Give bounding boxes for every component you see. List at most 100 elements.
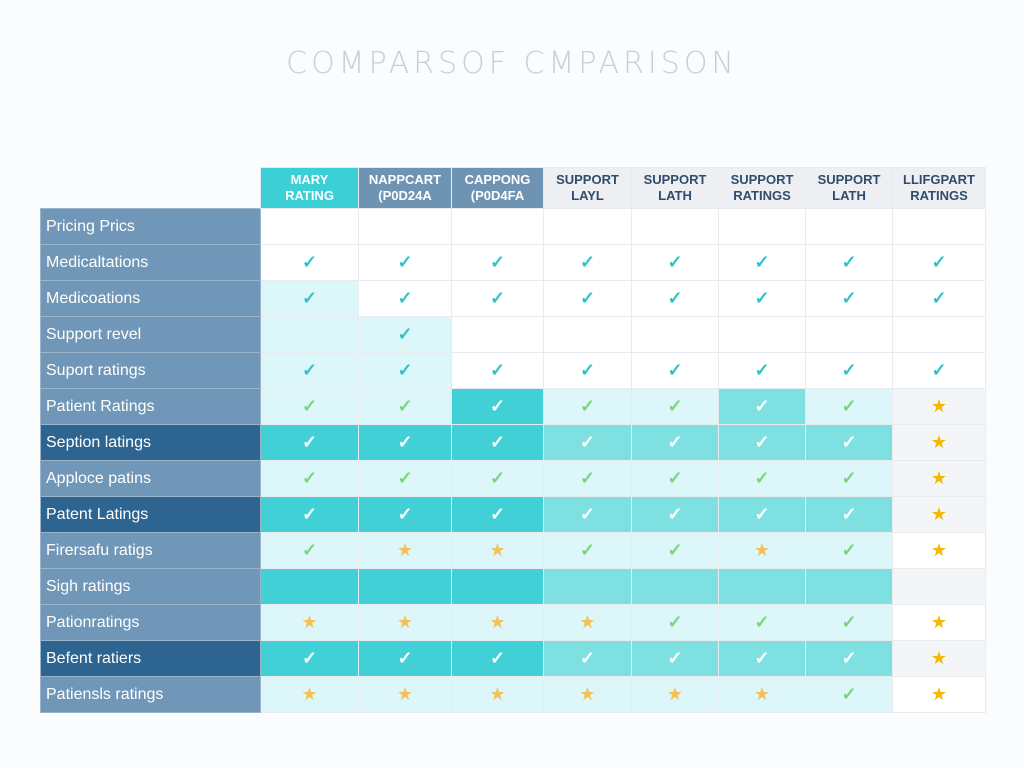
table-cell: ✓ xyxy=(631,244,719,281)
table-cell: ✓ xyxy=(358,352,452,389)
check-icon: ✓ xyxy=(579,504,596,524)
star-icon: ★ xyxy=(489,612,506,632)
row-label: Befent ratiers xyxy=(40,640,261,677)
star-icon: ★ xyxy=(396,540,414,560)
star-icon: ★ xyxy=(930,648,948,668)
check-icon: ✓ xyxy=(489,468,506,488)
star-icon: ★ xyxy=(753,540,771,560)
check-icon: ✓ xyxy=(841,288,857,308)
table-row: Pricing Prics xyxy=(40,208,986,245)
table-cell: ★ xyxy=(718,532,806,569)
column-header[interactable]: SUPPORT LATH xyxy=(805,167,893,209)
row-label: Sigh ratings xyxy=(40,568,261,605)
check-icon: ✓ xyxy=(754,432,770,452)
table-cell: ✓ xyxy=(260,460,359,497)
table-cell: ✓ xyxy=(543,244,632,281)
check-icon: ✓ xyxy=(489,396,506,416)
table-cell: ★ xyxy=(892,388,986,425)
check-icon: ✓ xyxy=(841,432,857,452)
row-label: Medicoations xyxy=(40,280,261,317)
table-cell: ✓ xyxy=(543,424,632,461)
star-icon: ★ xyxy=(489,684,506,704)
table-row: Suport ratings ✓ ✓ ✓ ✓ ✓ ✓ ✓ ✓ xyxy=(40,352,986,389)
column-header-line: SUPPORT xyxy=(643,172,707,187)
column-header-line: CAPPONG xyxy=(464,172,531,187)
check-icon: ✓ xyxy=(841,612,857,632)
star-icon: ★ xyxy=(579,612,596,632)
check-icon: ✓ xyxy=(301,288,318,308)
table-row: Befent ratiers ✓ ✓ ✓ ✓ ✓ ✓ ✓ ★ xyxy=(40,640,986,677)
column-header-line: RATING xyxy=(285,188,334,203)
check-icon: ✓ xyxy=(667,288,683,308)
table-cell xyxy=(358,568,452,605)
check-icon: ✓ xyxy=(579,396,596,416)
check-icon: ✓ xyxy=(489,504,506,524)
table-cell: ✓ xyxy=(358,424,452,461)
check-icon: ✓ xyxy=(301,360,318,380)
table-cell: ★ xyxy=(718,676,806,713)
table-cell: ✓ xyxy=(718,604,806,641)
table-cell: ★ xyxy=(892,424,986,461)
star-icon: ★ xyxy=(579,684,596,704)
check-icon: ✓ xyxy=(579,252,596,272)
table-cell: ✓ xyxy=(892,244,986,281)
table-cell: ✓ xyxy=(892,352,986,389)
check-icon: ✓ xyxy=(667,504,683,524)
column-header[interactable]: SUPPORT LAYL xyxy=(543,167,632,209)
check-icon: ✓ xyxy=(667,360,683,380)
page-title: COMPARSOF CMPARISON xyxy=(286,46,738,81)
check-icon: ✓ xyxy=(667,648,683,668)
comparison-table: MARY RATING NAPPCART (P0D24A CAPPONG (P0D4FA S… xyxy=(40,167,986,713)
table-cell: ✓ xyxy=(805,496,893,533)
table-cell: ✓ xyxy=(543,640,632,677)
check-icon: ✓ xyxy=(579,288,596,308)
check-icon: ✓ xyxy=(754,396,770,416)
column-header[interactable]: MARY RATING xyxy=(260,167,359,209)
table-cell xyxy=(805,316,893,353)
table-cell: ★ xyxy=(892,640,986,677)
check-icon: ✓ xyxy=(579,432,596,452)
check-icon: ✓ xyxy=(489,648,506,668)
table-cell xyxy=(631,316,719,353)
table-cell: ✓ xyxy=(260,532,359,569)
column-header[interactable]: SUPPORT LATH xyxy=(631,167,719,209)
table-cell: ✓ xyxy=(543,352,632,389)
table-cell: ✓ xyxy=(718,244,806,281)
table-cell: ★ xyxy=(451,532,544,569)
table-cell xyxy=(631,568,719,605)
row-label: Patient Ratings xyxy=(40,388,261,425)
column-header[interactable]: CAPPONG (P0D4FA xyxy=(451,167,544,209)
column-header[interactable]: LLIFGPART RATINGS xyxy=(892,167,986,209)
check-icon: ✓ xyxy=(397,324,413,344)
column-header[interactable]: NAPPCART (P0D24A xyxy=(358,167,452,209)
star-icon: ★ xyxy=(396,612,414,632)
column-header[interactable]: SUPPORT RATINGS xyxy=(718,167,806,209)
check-icon: ✓ xyxy=(841,360,857,380)
table-cell: ★ xyxy=(260,604,359,641)
table-cell: ✓ xyxy=(631,496,719,533)
check-icon: ✓ xyxy=(667,252,683,272)
row-label: Apploce patins xyxy=(40,460,261,497)
check-icon: ✓ xyxy=(579,648,596,668)
table-cell xyxy=(543,208,632,245)
table-cell: ✓ xyxy=(892,280,986,317)
table-cell xyxy=(892,568,986,605)
check-icon: ✓ xyxy=(397,360,413,380)
column-header-line: LLIFGPART xyxy=(903,172,975,187)
check-icon: ✓ xyxy=(667,468,683,488)
check-icon: ✓ xyxy=(667,432,683,452)
table-row: Medicaltations ✓ ✓ ✓ ✓ ✓ ✓ ✓ ✓ xyxy=(40,244,986,281)
table-cell: ★ xyxy=(892,532,986,569)
check-icon: ✓ xyxy=(931,288,947,308)
check-icon: ✓ xyxy=(754,252,770,272)
check-icon: ✓ xyxy=(489,360,506,380)
table-cell xyxy=(543,316,632,353)
check-icon: ✓ xyxy=(841,468,857,488)
check-icon: ✓ xyxy=(397,252,413,272)
table-cell: ★ xyxy=(451,604,544,641)
table-cell xyxy=(451,208,544,245)
table-cell: ★ xyxy=(358,604,452,641)
check-icon: ✓ xyxy=(754,504,770,524)
star-icon: ★ xyxy=(930,396,948,416)
row-label: Pationratings xyxy=(40,604,261,641)
